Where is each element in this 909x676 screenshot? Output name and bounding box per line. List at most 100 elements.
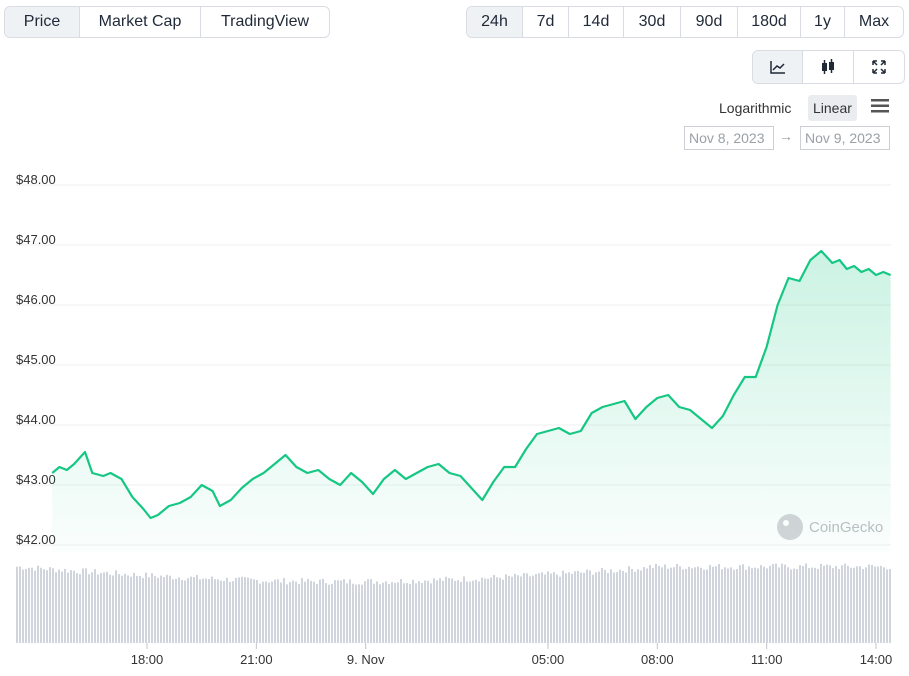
volume-bar	[772, 564, 774, 643]
volume-bar	[436, 580, 438, 643]
y-tick-label: $43.00	[16, 472, 56, 487]
range-24h[interactable]: 24h	[467, 7, 523, 37]
volume-bar	[394, 582, 396, 643]
date-range-arrow: →	[779, 128, 793, 144]
volume-bar	[283, 577, 285, 643]
linear-scale-option[interactable]: Linear	[808, 95, 857, 121]
volume-bar	[220, 580, 222, 643]
y-tick-label: $48.00	[16, 172, 56, 187]
volume-bar	[736, 569, 738, 643]
date-to-input[interactable]: Nov 9, 2023	[800, 126, 890, 150]
tab-price[interactable]: Price	[5, 7, 80, 37]
volume-bar	[268, 582, 270, 643]
volume-bar	[124, 573, 126, 643]
volume-bar	[388, 584, 390, 643]
volume-bar	[370, 579, 372, 643]
volume-bar	[664, 564, 666, 643]
volume-bar	[154, 576, 156, 643]
volume-bar	[514, 573, 516, 643]
volume-bar	[385, 581, 387, 643]
watermark-text: CoinGecko	[809, 519, 883, 536]
volume-bar	[820, 563, 822, 643]
volume-bar	[238, 577, 240, 643]
volume-bar	[334, 580, 336, 643]
volume-bar	[565, 573, 567, 643]
volume-bar	[127, 575, 129, 643]
volume-bar	[139, 576, 141, 643]
volume-bar	[811, 567, 813, 643]
volume-bar	[562, 570, 564, 643]
volume-bar	[121, 575, 123, 643]
volume-bar	[571, 573, 573, 643]
range-7d[interactable]: 7d	[523, 7, 569, 37]
range-180d[interactable]: 180d	[738, 7, 801, 37]
volume-bar	[91, 572, 93, 643]
volume-bar	[403, 583, 405, 643]
volume-bar	[814, 567, 816, 643]
volume-bar	[721, 569, 723, 643]
volume-bar	[649, 565, 651, 643]
volume-bar	[235, 577, 237, 643]
volume-bar	[541, 572, 543, 643]
volume-bar	[700, 567, 702, 643]
fullscreen-button[interactable]	[854, 51, 904, 83]
x-axis-labels: 18:00 21:00 9. Nov 05:00 08:00 11:00 14:00	[131, 643, 892, 667]
range-14d[interactable]: 14d	[569, 7, 624, 37]
volume-bar	[145, 572, 147, 643]
volume-bar	[469, 581, 471, 643]
chart-type-tabs: Price Market Cap TradingView	[4, 6, 330, 38]
volume-bar	[802, 566, 804, 643]
hamburger-menu-icon[interactable]	[870, 98, 890, 114]
volume-bar	[835, 566, 837, 643]
volume-bar	[97, 574, 99, 643]
volume-bar	[28, 567, 30, 643]
volume-bar	[85, 568, 87, 643]
volume-bar	[472, 580, 474, 643]
volume-bar	[637, 569, 639, 643]
volume-bar	[490, 577, 492, 643]
volume-bar	[829, 565, 831, 643]
volume-bar	[40, 567, 42, 643]
volume-bar	[778, 567, 780, 643]
volume-bar	[616, 572, 618, 643]
volume-bar	[550, 573, 552, 643]
volume-bar	[505, 574, 507, 643]
candlestick-view-button[interactable]	[803, 51, 854, 83]
volume-bar	[859, 566, 861, 643]
volume-bar	[757, 568, 759, 643]
volume-bar	[22, 569, 24, 643]
logarithmic-scale-option[interactable]: Logarithmic	[719, 100, 792, 116]
volume-bar	[193, 576, 195, 643]
x-tick-label: 08:00	[641, 652, 674, 667]
volume-bar	[682, 569, 684, 643]
range-max[interactable]: Max	[858, 13, 890, 30]
volume-bar	[298, 583, 300, 643]
volume-bar	[310, 580, 312, 643]
volume-bar	[358, 584, 360, 643]
volume-bar	[796, 569, 798, 643]
volume-bar	[439, 578, 441, 643]
volume-bar	[379, 584, 381, 643]
tab-tradingview[interactable]: TradingView	[220, 13, 310, 30]
x-tick-label: 21:00	[240, 652, 273, 667]
range-90d[interactable]: 90d	[681, 7, 738, 37]
price-area-fill	[52, 251, 891, 552]
volume-bar	[328, 584, 330, 643]
y-tick-label: $45.00	[16, 352, 56, 367]
volume-bar	[556, 574, 558, 643]
volume-bar	[289, 582, 291, 643]
volume-bar	[25, 568, 27, 643]
range-30d[interactable]: 30d	[624, 7, 681, 37]
tab-market-cap[interactable]: Market Cap	[80, 7, 201, 37]
range-1y[interactable]: 1y	[801, 7, 845, 37]
volume-bar	[331, 583, 333, 643]
line-view-button[interactable]	[753, 51, 804, 83]
volume-bar	[643, 567, 645, 643]
volume-bar	[760, 565, 762, 643]
volume-bar	[769, 565, 771, 643]
volume-bar	[187, 578, 189, 643]
volume-bar	[613, 572, 615, 643]
volume-bar	[352, 583, 354, 643]
volume-bar	[19, 566, 21, 643]
date-from-input[interactable]: Nov 8, 2023	[684, 126, 774, 150]
